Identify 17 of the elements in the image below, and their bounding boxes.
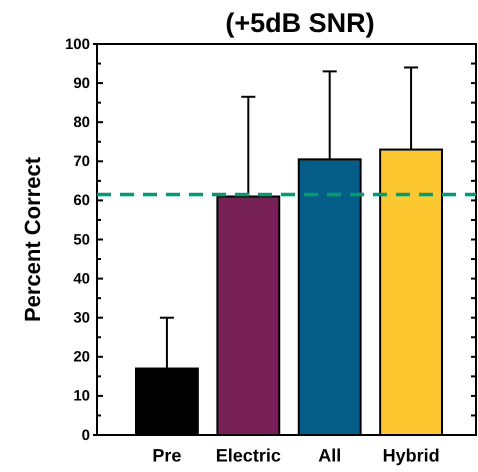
y-tick-label: 50 — [73, 231, 90, 248]
y-tick-label: 90 — [73, 74, 90, 92]
y-tick-label: 80 — [73, 114, 90, 131]
chart-title: (+5dB SNR) — [225, 8, 375, 38]
y-tick-label: 0 — [82, 426, 90, 444]
x-tick-label: All — [318, 445, 342, 466]
y-axis-title: Percent Correct — [20, 156, 45, 322]
y-tick-label: 40 — [73, 270, 90, 288]
y-tick-label: 30 — [73, 310, 90, 326]
x-tick-label: Hybrid — [382, 445, 440, 466]
y-tick-label: 10 — [73, 388, 90, 405]
y-tick-label: 100 — [64, 36, 90, 53]
y-tick-label: 60 — [73, 192, 90, 210]
y-tick-label: 20 — [73, 348, 90, 366]
x-tick-label: Electric — [216, 445, 281, 466]
y-tick-label: 70 — [73, 153, 90, 170]
x-tick-label: Pre — [152, 445, 182, 466]
